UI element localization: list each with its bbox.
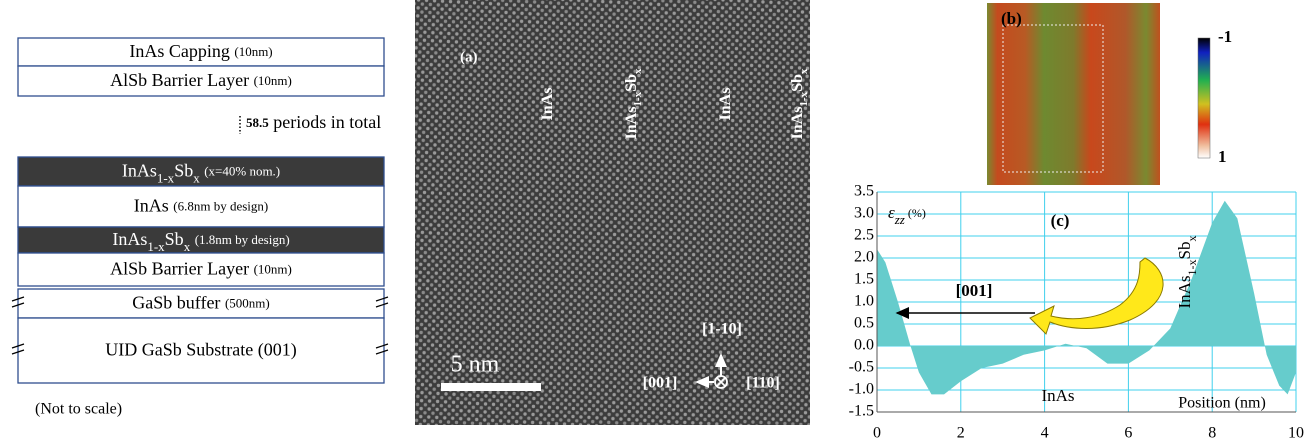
text-part: (%): [905, 206, 926, 220]
subscript: x: [193, 171, 200, 186]
subscript: 1-x: [1185, 259, 1199, 275]
layer-label: UID GaSb Substrate (001): [105, 340, 296, 361]
y-tick-label: 1.5: [854, 271, 874, 288]
y-tick-label: 3.0: [854, 205, 874, 222]
x-tick-label: 6: [1124, 425, 1132, 442]
text-part: InAs: [789, 107, 806, 140]
layer-note: (6.8nm by design): [173, 198, 268, 213]
layer-label: GaSb buffer (500nm): [132, 293, 269, 313]
text-part: AlSb Barrier Layer: [110, 70, 249, 90]
curved-arrow: [1030, 258, 1163, 334]
text-part: GaSb buffer: [132, 293, 220, 313]
text-part: InAs: [122, 161, 157, 181]
layer-label: InAs (6.8nm by design): [134, 196, 268, 216]
dir-label: [001]: [643, 375, 678, 392]
subscript: zz: [894, 212, 905, 227]
text-part: Sb: [623, 74, 640, 92]
annotation: [001]: [956, 281, 993, 300]
y-tick-label: -1.5: [849, 403, 874, 420]
subscript: x: [632, 68, 644, 74]
text-part: InAs: [623, 107, 640, 140]
panel-label: (b): [1001, 9, 1022, 28]
y-tick-label: 1.0: [854, 293, 874, 310]
subscript: x: [184, 239, 191, 254]
layer-tag: InAs: [539, 88, 556, 121]
y-tick-label: 0.5: [854, 315, 874, 332]
colorbar-tick-label: 1: [1218, 147, 1227, 166]
y-tick-label: 2.0: [854, 249, 874, 266]
panel-label: (c): [1051, 211, 1070, 230]
x-tick-label: 8: [1208, 425, 1216, 442]
subscript: 1-x: [798, 91, 810, 106]
period-count: 58.5: [246, 115, 269, 130]
figure: InAs Capping (10nm)AlSb Barrier Layer (1…: [0, 0, 1312, 443]
subscript: x: [798, 68, 810, 74]
text-part: InAs Capping: [129, 41, 230, 61]
text-part: Sb: [789, 74, 806, 92]
strain-map: [987, 3, 1160, 185]
subscript: x: [1185, 235, 1199, 241]
y-tick-label: 0.0: [854, 337, 874, 354]
footnote: (Not to scale): [35, 401, 122, 418]
layer-note: (x=40% nom.): [204, 163, 280, 178]
text-part: Sb: [1175, 241, 1194, 259]
layer-label: AlSb Barrier Layer (10nm): [110, 70, 292, 90]
text-part: InAs: [112, 229, 147, 249]
text-part: UID GaSb Substrate (001): [105, 340, 296, 361]
text-part: InAs: [134, 196, 169, 216]
colorbar: [1198, 38, 1210, 158]
layer-label: InAs Capping (10nm): [129, 41, 272, 61]
text-part: AlSb Barrier Layer: [110, 259, 249, 279]
layer-note: (500nm): [225, 295, 270, 310]
period-text: periods in total: [273, 112, 381, 132]
page: InAs Capping (10nm)AlSb Barrier Layer (1…: [0, 0, 1312, 443]
x-tick-label: 10: [1288, 425, 1304, 442]
subscript: 1-x: [147, 239, 165, 254]
layer-label: AlSb Barrier Layer (10nm): [110, 259, 292, 279]
panel-label: (a): [460, 49, 478, 65]
y-axis-label: εzz (%): [888, 203, 926, 228]
y-tick-label: -1.0: [849, 381, 874, 398]
dir-label: [110]: [746, 375, 780, 392]
colorbar-tick-label: -1: [1218, 27, 1232, 46]
layer-note: (10nm): [254, 73, 292, 88]
text-part: Sb: [165, 229, 184, 249]
dir-label: [1-10]: [702, 321, 742, 338]
x-tick-label: 2: [957, 425, 965, 442]
y-tick-label: -0.5: [849, 359, 874, 376]
layer-note: (1.8nm by design): [195, 232, 290, 247]
periods: 58.5 periods in total: [246, 112, 381, 132]
y-tick-label: 3.5: [854, 183, 874, 200]
subscript: 1-x: [157, 171, 175, 186]
layer-tag: InAs: [717, 88, 734, 121]
x-tick-label: 0: [873, 425, 881, 442]
y-tick-label: 2.5: [854, 227, 874, 244]
strain-area: [877, 201, 1296, 395]
text-part: InAs: [1175, 275, 1194, 308]
layer-note: (10nm): [254, 261, 292, 276]
scale-label: 5 nm: [451, 352, 500, 378]
text-part: InAs: [539, 88, 556, 121]
x-axis-label: Position (nm): [1178, 395, 1266, 412]
x-tick-label: 4: [1041, 425, 1049, 442]
text-part: InAs: [717, 88, 734, 121]
text-part: Sb: [174, 161, 193, 181]
layer-note: (10nm): [234, 44, 272, 59]
subscript: 1-x: [632, 91, 644, 106]
scale-bar: [441, 383, 541, 391]
annotation: InAs: [1041, 386, 1074, 405]
